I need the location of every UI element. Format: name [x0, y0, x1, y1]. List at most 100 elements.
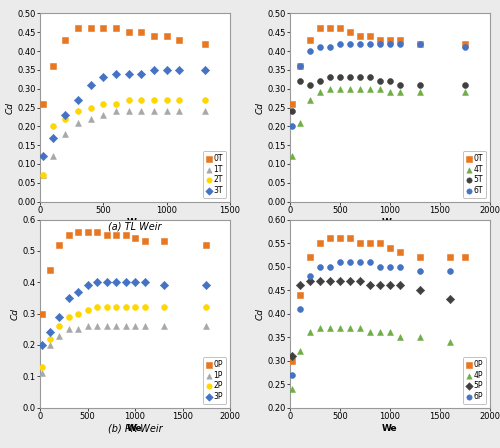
0T: [366, 32, 374, 39]
5T: [346, 74, 354, 81]
0T: [386, 36, 394, 43]
0T: [296, 63, 304, 70]
6T: [386, 40, 394, 47]
0T: [346, 29, 354, 36]
5P: [326, 277, 334, 284]
6T: [326, 44, 334, 51]
5T: [461, 82, 469, 89]
5P: [288, 352, 296, 359]
Legend: 0T, 4T, 5T, 6T: 0T, 4T, 5T, 6T: [463, 151, 486, 198]
3T: [112, 70, 120, 77]
6T: [336, 40, 344, 47]
3P: [64, 294, 72, 302]
4T: [288, 153, 296, 160]
3T: [74, 96, 82, 103]
Y-axis label: Cd: Cd: [256, 308, 264, 319]
3T: [100, 74, 108, 81]
0T: [86, 25, 94, 32]
3P: [74, 288, 82, 295]
2T: [162, 96, 170, 103]
2T: [200, 96, 208, 103]
6T: [376, 40, 384, 47]
3T: [162, 66, 170, 73]
4P: [416, 333, 424, 340]
0P: [55, 241, 63, 248]
1T: [100, 112, 108, 119]
4T: [326, 85, 334, 92]
1T: [176, 108, 184, 115]
4P: [316, 324, 324, 331]
5T: [296, 78, 304, 85]
3T: [38, 153, 46, 160]
X-axis label: We: We: [382, 424, 398, 433]
2P: [55, 323, 63, 330]
2P: [112, 304, 120, 311]
0P: [93, 228, 101, 236]
0P: [140, 238, 148, 245]
0T: [200, 40, 208, 47]
1P: [112, 323, 120, 330]
2P: [74, 310, 82, 317]
5P: [396, 282, 404, 289]
2P: [160, 304, 168, 311]
0T: [162, 32, 170, 39]
2P: [122, 304, 130, 311]
5P: [306, 277, 314, 284]
1P: [122, 323, 130, 330]
0T: [150, 32, 158, 39]
5P: [416, 287, 424, 294]
6P: [416, 267, 424, 275]
0P: [102, 232, 110, 239]
0P: [38, 310, 46, 317]
4P: [326, 324, 334, 331]
0P: [416, 254, 424, 261]
1P: [140, 323, 148, 330]
5T: [288, 108, 296, 115]
3T: [62, 112, 70, 119]
5P: [366, 282, 374, 289]
6T: [356, 40, 364, 47]
5P: [386, 282, 394, 289]
1P: [55, 332, 63, 339]
0P: [356, 239, 364, 246]
1T: [150, 108, 158, 115]
5P: [296, 282, 304, 289]
0T: [124, 29, 132, 36]
0P: [202, 241, 210, 248]
1P: [38, 370, 46, 377]
5P: [346, 277, 354, 284]
4T: [356, 85, 364, 92]
3P: [202, 282, 210, 289]
0P: [64, 232, 72, 239]
4T: [416, 89, 424, 96]
6P: [356, 258, 364, 265]
4T: [386, 89, 394, 96]
5T: [386, 78, 394, 85]
5P: [376, 282, 384, 289]
0T: [74, 25, 82, 32]
0P: [336, 235, 344, 242]
0T: [176, 36, 184, 43]
2T: [74, 108, 82, 115]
2T: [150, 96, 158, 103]
4P: [296, 348, 304, 355]
5T: [336, 74, 344, 81]
5T: [316, 78, 324, 85]
3P: [55, 313, 63, 320]
5T: [306, 82, 314, 89]
1P: [160, 323, 168, 330]
2T: [138, 96, 145, 103]
3T: [48, 134, 56, 141]
3P: [140, 279, 148, 286]
4P: [446, 338, 454, 345]
1P: [46, 341, 54, 349]
0P: [288, 357, 296, 364]
3T: [176, 66, 184, 73]
2P: [102, 304, 110, 311]
6P: [396, 263, 404, 270]
Legend: 0P, 1P, 2P, 3P: 0P, 1P, 2P, 3P: [203, 357, 226, 404]
0T: [326, 25, 334, 32]
4T: [396, 89, 404, 96]
0T: [461, 40, 469, 47]
4P: [306, 329, 314, 336]
